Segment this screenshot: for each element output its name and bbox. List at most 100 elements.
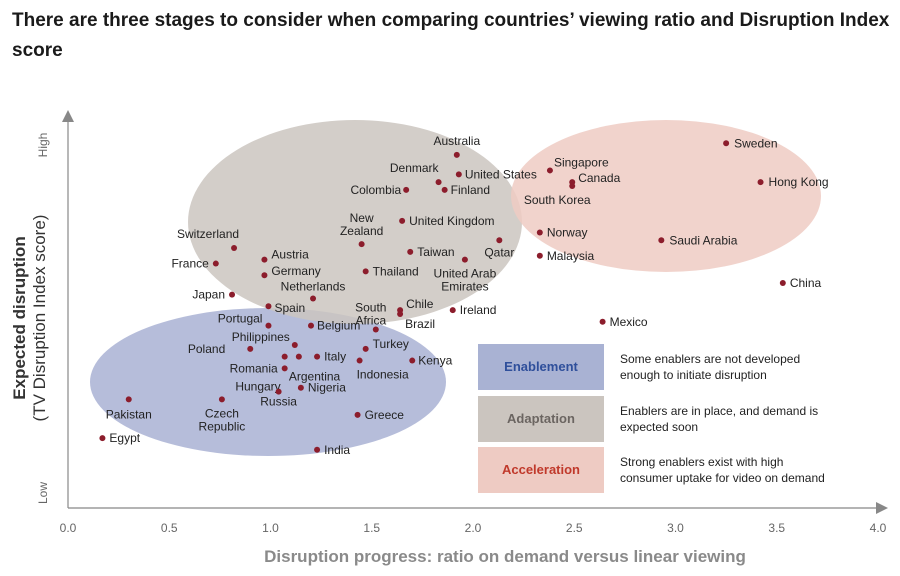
point-label: France bbox=[171, 257, 209, 271]
point-label: Qatar bbox=[484, 245, 514, 259]
x-axis-title: Disruption progress: ratio on demand ver… bbox=[264, 547, 746, 566]
data-point bbox=[757, 179, 764, 186]
x-tick-label: 3.5 bbox=[768, 521, 785, 535]
point-label: Turkey bbox=[373, 337, 409, 351]
point-label: South Africa bbox=[355, 301, 386, 328]
point-label: Netherlands bbox=[281, 279, 346, 293]
point-label: United Kingdom bbox=[409, 214, 494, 228]
legend-stage-name: Acceleration bbox=[502, 462, 580, 477]
data-point bbox=[281, 353, 288, 360]
data-point bbox=[536, 252, 543, 259]
legend-description: Strong enablers exist with high consumer … bbox=[620, 455, 825, 485]
data-point bbox=[218, 396, 225, 403]
point-label: Singapore bbox=[554, 155, 609, 169]
point-label: Philippines bbox=[232, 330, 290, 344]
data-point bbox=[261, 272, 268, 279]
point-label: South Korea bbox=[524, 193, 591, 207]
data-point bbox=[212, 260, 219, 267]
x-tick-label: 0.5 bbox=[161, 521, 178, 535]
point-label: India bbox=[324, 443, 350, 457]
data-point bbox=[461, 256, 468, 263]
x-tick-label: 3.0 bbox=[667, 521, 684, 535]
data-point bbox=[314, 353, 321, 360]
point-label: Australia bbox=[433, 134, 480, 148]
adaptation-region bbox=[188, 120, 522, 324]
point-label: Spain bbox=[274, 301, 305, 315]
data-point bbox=[569, 182, 576, 189]
legend-stage-name: Enablement bbox=[504, 359, 578, 374]
data-point bbox=[297, 384, 304, 391]
x-tick-label: 1.0 bbox=[262, 521, 279, 535]
point-label: Brazil bbox=[405, 317, 435, 331]
legend-stage-name: Adaptation bbox=[507, 411, 575, 426]
point-label: Greece bbox=[365, 408, 405, 422]
point-label: Malaysia bbox=[547, 249, 595, 263]
point-label: Belgium bbox=[317, 319, 360, 333]
data-point bbox=[372, 326, 379, 333]
data-point bbox=[407, 248, 414, 255]
data-point bbox=[275, 388, 282, 395]
point-label: Indonesia bbox=[357, 368, 409, 382]
legend-description: Some enablers are not developed enough to… bbox=[620, 352, 800, 382]
data-point bbox=[399, 217, 406, 224]
x-tick-label: 2.5 bbox=[566, 521, 583, 535]
point-label: Austria bbox=[271, 248, 309, 262]
point-label: New Zealand bbox=[340, 211, 383, 238]
y-axis-subtitle: (TV Disruption Index score) bbox=[30, 215, 49, 422]
y-high-label: High bbox=[36, 133, 50, 158]
point-label: Mexico bbox=[610, 315, 648, 329]
point-label: Kenya bbox=[418, 354, 452, 368]
point-label: Saudi Arabia bbox=[669, 233, 737, 247]
data-point bbox=[314, 446, 321, 453]
data-point bbox=[403, 186, 410, 193]
x-tick-label: 1.5 bbox=[363, 521, 380, 535]
data-point bbox=[362, 345, 369, 352]
data-point bbox=[125, 396, 132, 403]
data-point bbox=[441, 186, 448, 193]
point-label: Germany bbox=[271, 264, 320, 278]
point-label: Italy bbox=[324, 350, 346, 364]
data-point bbox=[295, 353, 302, 360]
data-point bbox=[449, 307, 456, 314]
legend-box-enablement bbox=[478, 344, 604, 390]
data-point bbox=[453, 151, 460, 158]
data-point bbox=[658, 237, 665, 244]
y-axis-arrow bbox=[62, 110, 74, 122]
point-label: Denmark bbox=[390, 161, 440, 175]
enablement-region bbox=[90, 308, 446, 456]
point-label: Hungary bbox=[235, 379, 280, 393]
data-point bbox=[354, 411, 361, 418]
legend-box-adaptation bbox=[478, 396, 604, 442]
x-tick-label: 4.0 bbox=[870, 521, 887, 535]
point-label: United States bbox=[465, 167, 537, 181]
data-point bbox=[409, 357, 416, 364]
point-label: Chile bbox=[406, 297, 434, 311]
point-label: Thailand bbox=[373, 264, 419, 278]
data-point bbox=[265, 322, 272, 329]
data-point bbox=[435, 179, 442, 186]
x-tick-label: 2.0 bbox=[465, 521, 482, 535]
point-label: United Arab Emirates bbox=[434, 267, 497, 294]
data-point bbox=[599, 318, 606, 325]
data-point bbox=[546, 167, 553, 174]
legend-box-acceleration bbox=[478, 447, 604, 493]
data-point bbox=[496, 237, 503, 244]
point-label: China bbox=[790, 276, 822, 290]
x-tick-label: 0.0 bbox=[60, 521, 77, 535]
point-label: Portugal bbox=[218, 312, 263, 326]
data-point bbox=[265, 303, 272, 310]
data-point bbox=[356, 357, 363, 364]
data-point bbox=[229, 291, 236, 298]
point-label: Colombia bbox=[350, 183, 401, 197]
y-low-label: Low bbox=[36, 482, 50, 504]
legend-description: Enablers are in place, and demand is expe… bbox=[620, 404, 818, 434]
point-label: Sweden bbox=[734, 136, 777, 150]
data-point bbox=[281, 365, 288, 372]
point-label: Argentina bbox=[289, 370, 341, 384]
data-point bbox=[99, 435, 106, 442]
data-point bbox=[397, 311, 404, 317]
point-label: Taiwan bbox=[417, 245, 454, 259]
point-label: Switzerland bbox=[177, 227, 239, 241]
x-axis-arrow bbox=[876, 502, 888, 514]
